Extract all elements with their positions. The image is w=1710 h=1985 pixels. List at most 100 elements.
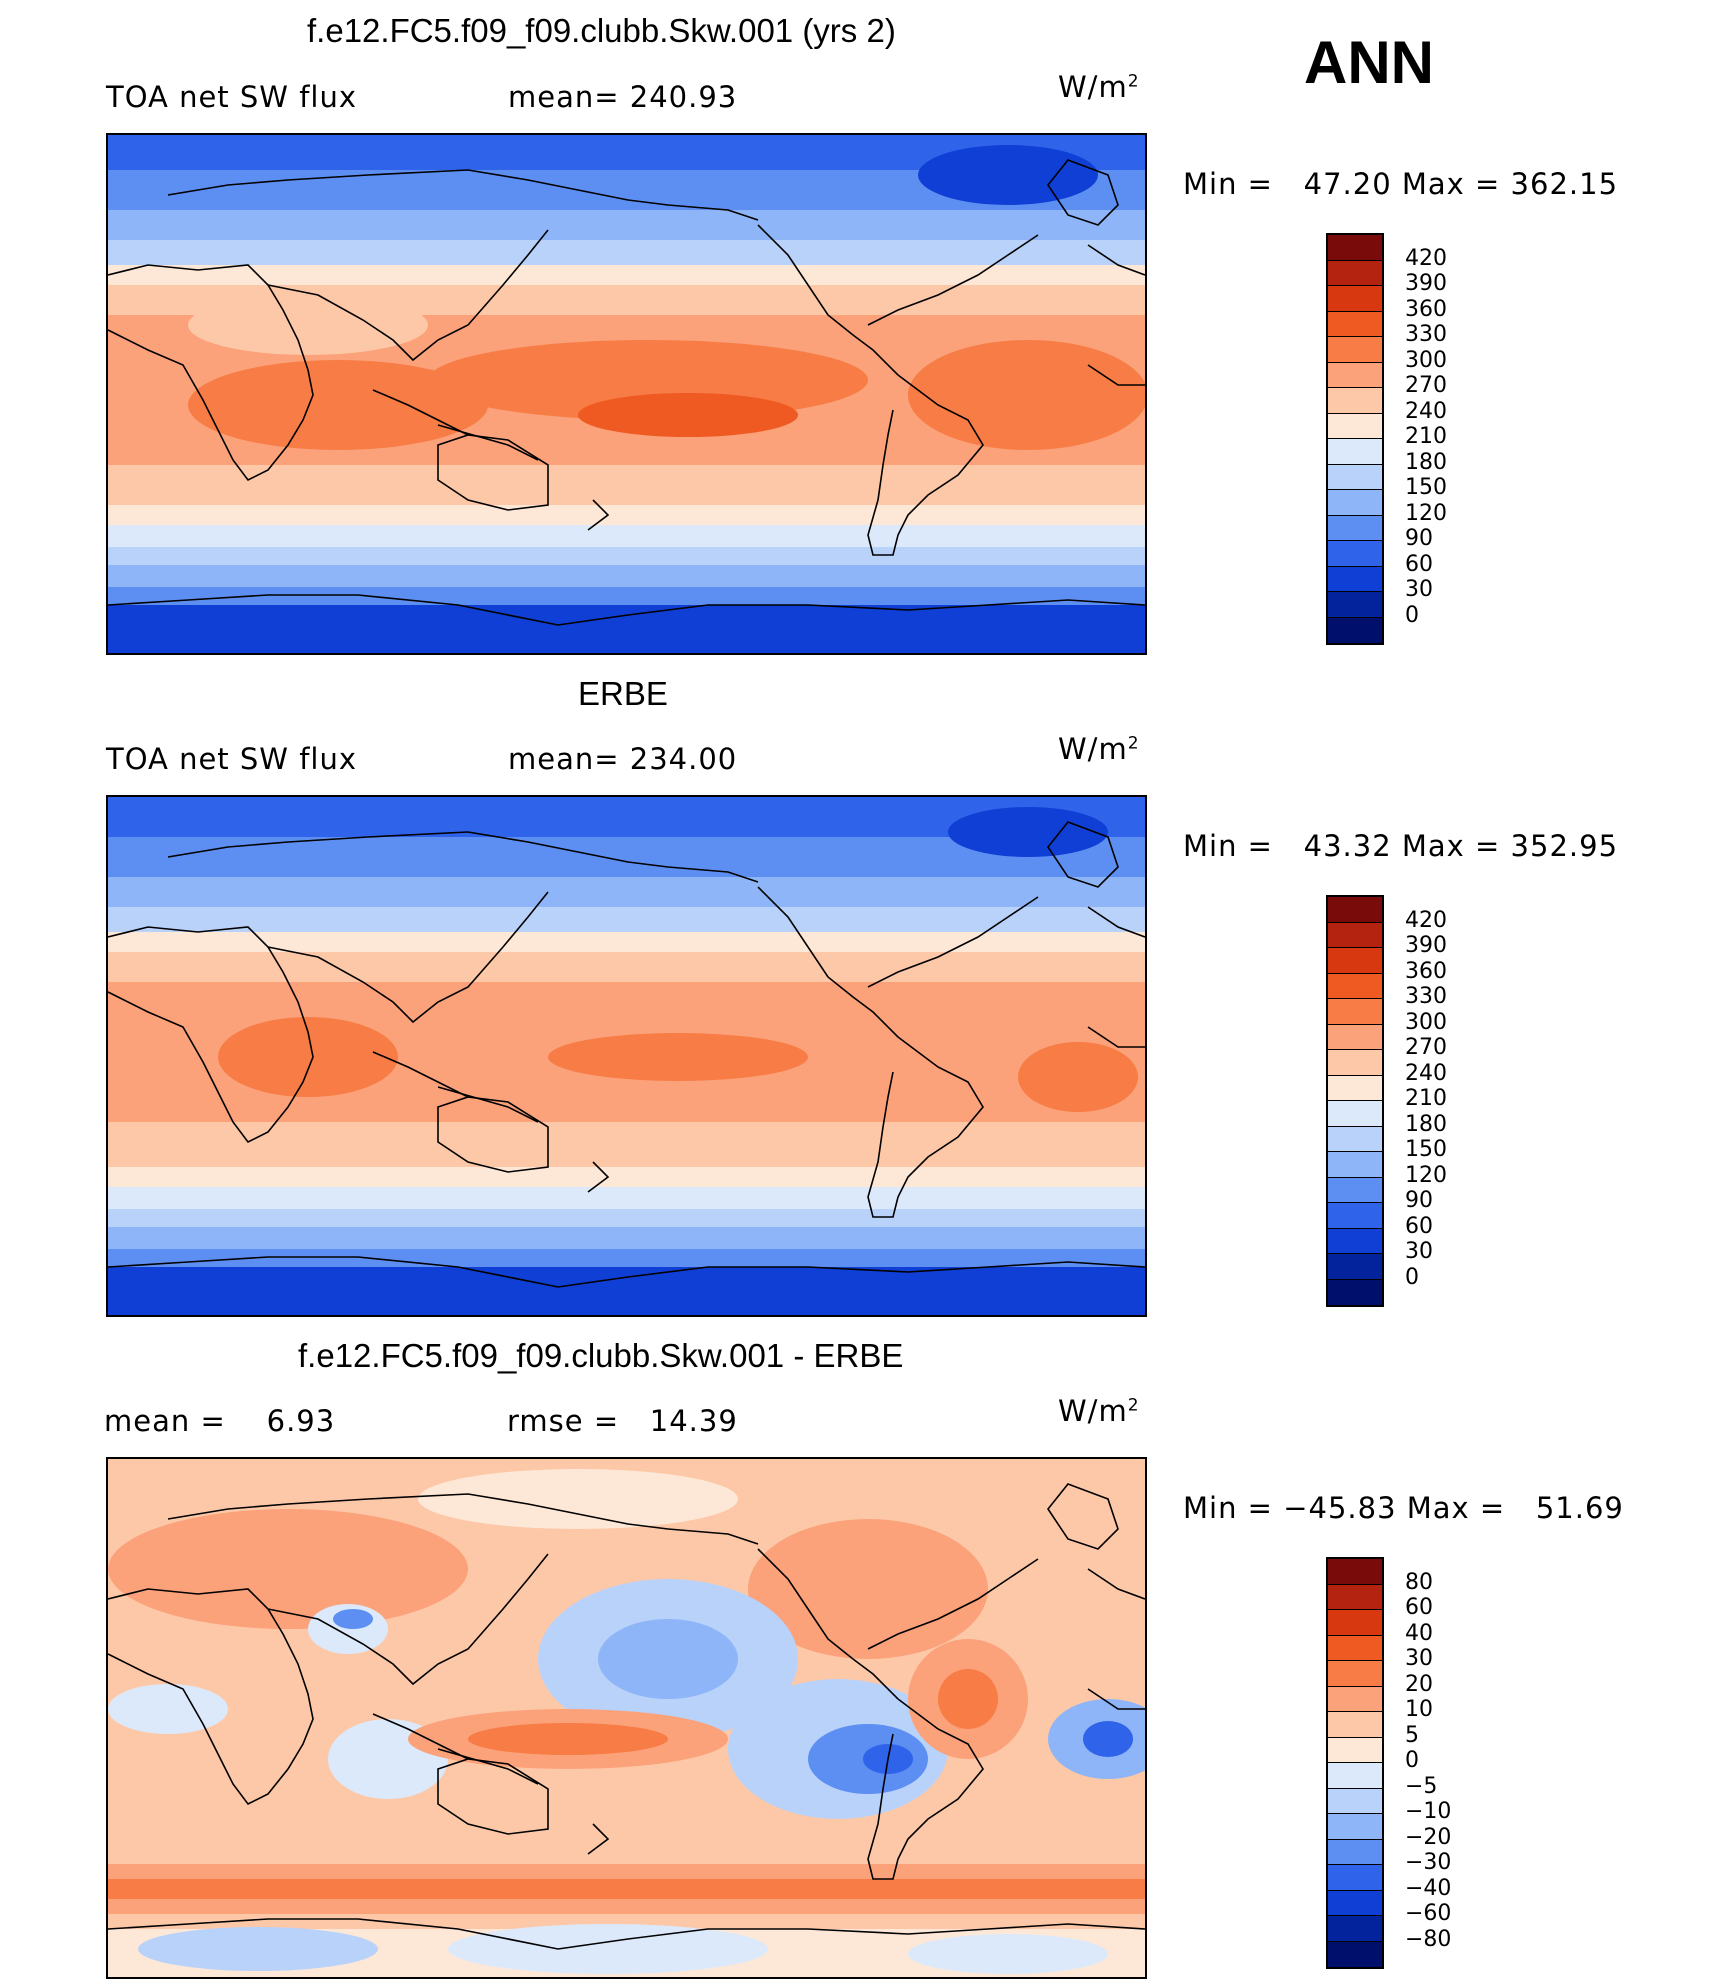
colorbar-swatch xyxy=(1328,515,1382,541)
colorbar-tick-label: −5 xyxy=(1405,1773,1438,1799)
panel-3-mean-label: mean = 6.93 xyxy=(104,1404,336,1438)
panel-1-map xyxy=(106,133,1147,655)
colorbar-tick-label: 90 xyxy=(1405,526,1433,551)
colorbar-swatch xyxy=(1328,922,1382,948)
colorbar-tick-label: 420 xyxy=(1405,245,1447,271)
colorbar-tick-label: −80 xyxy=(1405,1926,1452,1952)
colorbar-swatch xyxy=(1328,1279,1382,1305)
colorbar-tick-label: 30 xyxy=(1405,577,1433,602)
colorbar-tick-label: 420 xyxy=(1405,907,1447,933)
colorbar-tick-label: 330 xyxy=(1405,984,1447,1009)
colorbar-tick-label: 10 xyxy=(1405,1697,1433,1722)
colorbar-swatch xyxy=(1328,1254,1382,1280)
panel-2-colorbar-labels: 420 390 360 330 300 270 240 210 180 150 120 90 60 30 0 xyxy=(1405,895,1465,1307)
colorbar-tick-label: 300 xyxy=(1405,347,1447,373)
colorbar-tick-label: 210 xyxy=(1405,424,1447,449)
colorbar-tick-label: 360 xyxy=(1405,296,1447,322)
colorbar-tick-label: 80 xyxy=(1405,1569,1433,1595)
panel-3-title: f.e12.FC5.f09_f09.clubb.Skw.001 - ERBE xyxy=(298,1337,904,1374)
panel-2-minmax-label: Min = 43.32 Max = 352.95 xyxy=(1183,829,1619,863)
panel-1-colorbar xyxy=(1326,233,1384,645)
colorbar-tick-label: 120 xyxy=(1405,500,1447,526)
colorbar-tick-label: 20 xyxy=(1405,1671,1433,1697)
colorbar-tick-label: 120 xyxy=(1405,1162,1447,1188)
colorbar-tick-label: 180 xyxy=(1405,449,1447,475)
colorbar-swatch xyxy=(1328,948,1382,974)
colorbar-swatch xyxy=(1328,1661,1382,1687)
panel-2-variable-label: TOA net SW flux xyxy=(106,742,358,776)
colorbar-tick-label: 60 xyxy=(1405,551,1433,577)
panel-1-title: f.e12.FC5.f09_f09.clubb.Skw.001 (yrs 2) xyxy=(307,12,896,49)
colorbar-swatch xyxy=(1328,592,1382,618)
panel-3-minmax-label: Min = −45.83 Max = 51.69 xyxy=(1183,1491,1624,1525)
colorbar-tick-label: 390 xyxy=(1405,933,1447,958)
colorbar-swatch xyxy=(1328,235,1382,261)
colorbar-swatch xyxy=(1328,337,1382,363)
panel-1-colorbar-labels: 420 390 360 330 300 270 240 210 180 150 120 90 60 30 0 xyxy=(1405,233,1465,645)
colorbar-swatch xyxy=(1328,1610,1382,1636)
colorbar-swatch xyxy=(1328,566,1382,592)
colorbar-swatch xyxy=(1328,1941,1382,1967)
colorbar-tick-label: −40 xyxy=(1405,1875,1452,1901)
panel-1-units-label: W/m2 xyxy=(1058,70,1140,104)
colorbar-tick-label: 0 xyxy=(1405,1748,1419,1773)
colorbar-tick-label: 240 xyxy=(1405,398,1447,424)
panel-2-title: ERBE xyxy=(578,675,668,712)
colorbar-tick-label: 30 xyxy=(1405,1239,1433,1264)
colorbar-swatch xyxy=(1328,1890,1382,1916)
colorbar-swatch xyxy=(1328,1584,1382,1610)
panel-2-map xyxy=(106,795,1147,1317)
colorbar-swatch xyxy=(1328,1228,1382,1254)
colorbar-swatch xyxy=(1328,1559,1382,1585)
colorbar-swatch xyxy=(1328,1635,1382,1661)
colorbar-swatch xyxy=(1328,1126,1382,1152)
panel-3-rmse-label: rmse = 14.39 xyxy=(507,1404,738,1438)
colorbar-swatch xyxy=(1328,1737,1382,1763)
panel-2-colorbar xyxy=(1326,895,1384,1307)
colorbar-tick-label: 150 xyxy=(1405,475,1447,500)
colorbar-swatch xyxy=(1328,1763,1382,1789)
colorbar-tick-label: 270 xyxy=(1405,373,1447,398)
colorbar-swatch xyxy=(1328,439,1382,465)
colorbar-tick-label: 150 xyxy=(1405,1137,1447,1162)
colorbar-tick-label: −20 xyxy=(1405,1824,1452,1850)
colorbar-swatch xyxy=(1328,541,1382,567)
colorbar-swatch xyxy=(1328,1839,1382,1865)
colorbar-swatch xyxy=(1328,617,1382,643)
colorbar-swatch xyxy=(1328,464,1382,490)
colorbar-tick-label: 30 xyxy=(1405,1646,1433,1671)
colorbar-tick-label: 330 xyxy=(1405,322,1447,347)
colorbar-tick-label: 0 xyxy=(1405,602,1419,628)
panel-3-colorbar xyxy=(1326,1557,1384,1969)
colorbar-tick-label: 240 xyxy=(1405,1060,1447,1086)
colorbar-tick-label: 0 xyxy=(1405,1264,1419,1290)
colorbar-swatch xyxy=(1328,1075,1382,1101)
colorbar-tick-label: 60 xyxy=(1405,1213,1433,1239)
colorbar-tick-label: 300 xyxy=(1405,1009,1447,1035)
colorbar-tick-label: 270 xyxy=(1405,1035,1447,1060)
panel-1-mean-label: mean= 240.93 xyxy=(508,80,738,114)
colorbar-tick-label: −60 xyxy=(1405,1901,1452,1926)
colorbar-tick-label: 5 xyxy=(1405,1722,1419,1748)
panel-3-map xyxy=(106,1457,1147,1979)
colorbar-swatch xyxy=(1328,413,1382,439)
panel-3-units-label: W/m2 xyxy=(1058,1394,1140,1428)
panel-2-mean-label: mean= 234.00 xyxy=(508,742,738,776)
colorbar-swatch xyxy=(1328,1865,1382,1891)
panel-1-variable-label: TOA net SW flux xyxy=(106,80,358,114)
colorbar-swatch xyxy=(1328,260,1382,286)
colorbar-swatch xyxy=(1328,1177,1382,1203)
colorbar-swatch xyxy=(1328,1152,1382,1178)
colorbar-tick-label: 210 xyxy=(1405,1086,1447,1111)
colorbar-tick-label: 60 xyxy=(1405,1595,1433,1620)
colorbar-swatch xyxy=(1328,999,1382,1025)
colorbar-tick-label: 360 xyxy=(1405,958,1447,984)
colorbar-swatch xyxy=(1328,311,1382,337)
colorbar-tick-label: 390 xyxy=(1405,271,1447,296)
colorbar-tick-label: −10 xyxy=(1405,1799,1452,1824)
colorbar-swatch xyxy=(1328,897,1382,923)
panel-2-units-label: W/m2 xyxy=(1058,732,1140,766)
colorbar-swatch xyxy=(1328,490,1382,516)
colorbar-swatch xyxy=(1328,1686,1382,1712)
colorbar-tick-label: 40 xyxy=(1405,1620,1433,1646)
